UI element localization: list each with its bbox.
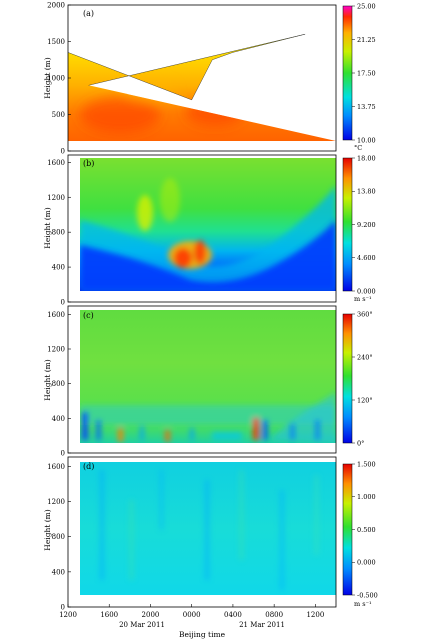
panel-a-temperature: (a) 0 500 1000 1500 2000 Height (m) 25.00 21.… (43, 2, 376, 156)
colorbar-tick-label: 0.000 (357, 559, 376, 567)
panel-b-y-ticks: 0 400 800 1200 1600 (47, 159, 71, 307)
y-tick-label: 0 (61, 148, 65, 156)
y-tick-label: 1200 (47, 346, 65, 354)
panel-a-boundary (67, 34, 306, 101)
panel-d-colorbar (342, 463, 353, 596)
y-tick-label: 500 (52, 111, 65, 119)
colorbar-tick-label: 0° (357, 439, 364, 447)
y-tick-label: 0 (61, 604, 65, 612)
panel-d-heatmap (80, 462, 336, 595)
panel-b-heatmap (80, 158, 336, 291)
x-tick-label: 0400 (224, 611, 242, 619)
panel-c-wind-direction: (c) 0 400 800 1200 1600 Height (m) 360° 240° 1… (43, 305, 373, 458)
x-tick-label: 0800 (265, 611, 283, 619)
panel-c-axes (67, 305, 337, 454)
colorbar-tick-label: 1.000 (357, 493, 376, 501)
x-tick-label: 1600 (100, 611, 118, 619)
x-axis-ticks: 1200 1600 2000 0000 0400 0800 1200 (59, 604, 324, 619)
y-tick-label: 800 (52, 380, 65, 388)
colorbar-tick-label: 13.75 (357, 103, 376, 111)
panel-d-label: (d) (83, 462, 94, 471)
y-tick-label: 1000 (47, 75, 65, 83)
panel-d-y-ticks: 0 400 800 1200 1600 (47, 463, 71, 612)
y-tick-label: 1600 (47, 159, 65, 167)
colorbar-tick-label: 0.000 (357, 287, 376, 295)
colorbar-tick-label: 4.600 (357, 254, 376, 262)
colorbar-tick-label: 9.200 (357, 221, 376, 229)
panel-a-colorbar-unit: °C (354, 144, 362, 152)
panel-a-label: (a) (83, 9, 94, 18)
colorbar-tick-label: 18.00 (357, 154, 376, 162)
panel-d-ylabel: Height (m) (43, 509, 52, 550)
y-tick-label: 0 (61, 299, 65, 307)
y-tick-label: 0 (61, 450, 65, 458)
x-tick-label: 1200 (59, 611, 77, 619)
panel-b-colorbar-ticks: 18.00 13.80 9.200 4.600 0.000 (352, 154, 376, 295)
y-tick-label: 400 (52, 264, 65, 272)
colorbar-tick-label: 10.00 (357, 136, 376, 144)
colorbar-tick-label: 21.25 (357, 36, 376, 44)
panel-b-ylabel: Height (m) (43, 207, 52, 248)
y-tick-label: 1600 (47, 311, 65, 319)
x-tick-label: 2000 (142, 611, 160, 619)
panel-d-vertical-velocity: (d) 0 400 800 1200 1600 Height (m) 1.500 1.00… (43, 456, 378, 612)
y-tick-label: 1500 (47, 38, 65, 46)
panel-d-colorbar-ticks: 1.500 1.000 0.500 0.000 -0.500 (352, 460, 378, 599)
colorbar-tick-label: 1.500 (357, 460, 376, 468)
panel-c-y-ticks: 0 400 800 1200 1600 (47, 311, 71, 458)
x-tick-label: 1200 (306, 611, 324, 619)
y-tick-label: 400 (52, 568, 65, 576)
panel-c-heatmap (80, 310, 336, 443)
y-tick-label: 800 (52, 229, 65, 237)
panel-b-wind-speed: (b) 0 400 800 1200 1600 Height (m) 18.00 13.8… (43, 154, 376, 306)
colorbar-tick-label: 25.00 (357, 2, 376, 10)
panel-c-ylabel: Height (m) (43, 359, 52, 400)
panel-b-colorbar (342, 157, 353, 292)
y-tick-label: 400 (52, 415, 65, 423)
panel-d-axes (67, 456, 337, 608)
x-tick-label: 0000 (183, 611, 201, 619)
y-tick-label: 2000 (47, 2, 65, 10)
panel-b-axes (67, 154, 337, 303)
panel-a-colorbar-ticks: 25.00 21.25 17.50 13.75 10.00 (352, 2, 376, 144)
x-axis-date-right: 21 Mar 2011 (239, 621, 285, 629)
y-tick-label: 1200 (47, 194, 65, 202)
colorbar-tick-label: 0.500 (357, 526, 376, 534)
colorbar-tick-label: 17.50 (357, 69, 376, 77)
colorbar-tick-label: 360° (357, 310, 373, 318)
colorbar-tick-label: -0.500 (357, 591, 378, 599)
panel-c-colorbar (342, 313, 353, 444)
y-tick-label: 800 (52, 533, 65, 541)
panel-a-y-ticks: 0 500 1000 1500 2000 (47, 2, 71, 156)
panel-a-colorbar (342, 5, 353, 141)
panel-c-label: (c) (83, 311, 94, 320)
panel-b-colorbar-unit: m s⁻¹ (354, 295, 372, 303)
y-tick-label: 1200 (47, 498, 65, 506)
colorbar-tick-label: 120° (357, 396, 373, 404)
x-axis-date-left: 20 Mar 2011 (119, 621, 165, 629)
panel-d-colorbar-unit: m s⁻¹ (354, 600, 372, 608)
y-tick-label: 1600 (47, 463, 65, 471)
panel-a-ylabel: Height (m) (43, 57, 52, 98)
panel-c-colorbar-ticks: 360° 240° 120° 0° (352, 310, 373, 447)
x-axis-label: Beijing time (179, 630, 226, 639)
panel-b-label: (b) (83, 159, 94, 168)
colorbar-tick-label: 13.80 (357, 188, 376, 196)
colorbar-tick-label: 240° (357, 353, 373, 361)
